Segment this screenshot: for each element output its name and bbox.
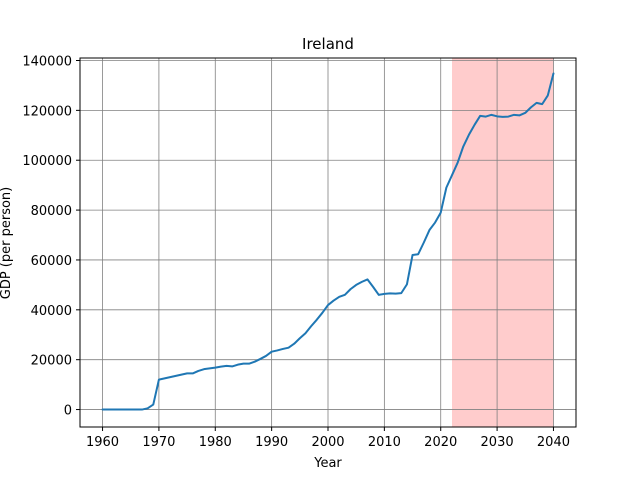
y-axis-ticks: 0 20000 40000 60000 80000 100000 120000 140000 (22, 54, 80, 419)
series-line-0 (101, 72, 555, 411)
x-tick-label: 2030 (481, 435, 514, 450)
y-tick-label: 80000 (31, 204, 72, 219)
y-tick-label: 100000 (22, 154, 72, 169)
x-tick-label: 2040 (537, 435, 570, 450)
y-tick-label: 40000 (31, 304, 72, 319)
series-layer (101, 72, 555, 411)
x-tick-label: 1960 (86, 435, 119, 450)
highlight-layer (452, 58, 554, 427)
grid-layer (80, 58, 576, 427)
x-axis-label: Year (313, 456, 342, 471)
chart-title: Ireland (302, 35, 354, 53)
y-tick-label: 20000 (31, 354, 72, 369)
x-tick-label: 2000 (311, 435, 344, 450)
forecast-highlight-region (452, 58, 554, 427)
y-tick-label: 120000 (22, 104, 72, 119)
y-tick-label: 60000 (31, 254, 72, 269)
x-tick-label: 2010 (368, 435, 401, 450)
x-tick-label: 2020 (424, 435, 457, 450)
x-axis-ticks: 1960 1970 1980 1990 2000 2010 2020 2030 2040 (86, 427, 570, 450)
y-tick-label: 140000 (22, 54, 72, 69)
x-tick-label: 1970 (142, 435, 175, 450)
y-tick-label: 0 (64, 404, 72, 419)
x-tick-label: 1980 (199, 435, 232, 450)
y-axis-label: GDP (per person) (0, 187, 14, 300)
x-tick-label: 1990 (255, 435, 288, 450)
